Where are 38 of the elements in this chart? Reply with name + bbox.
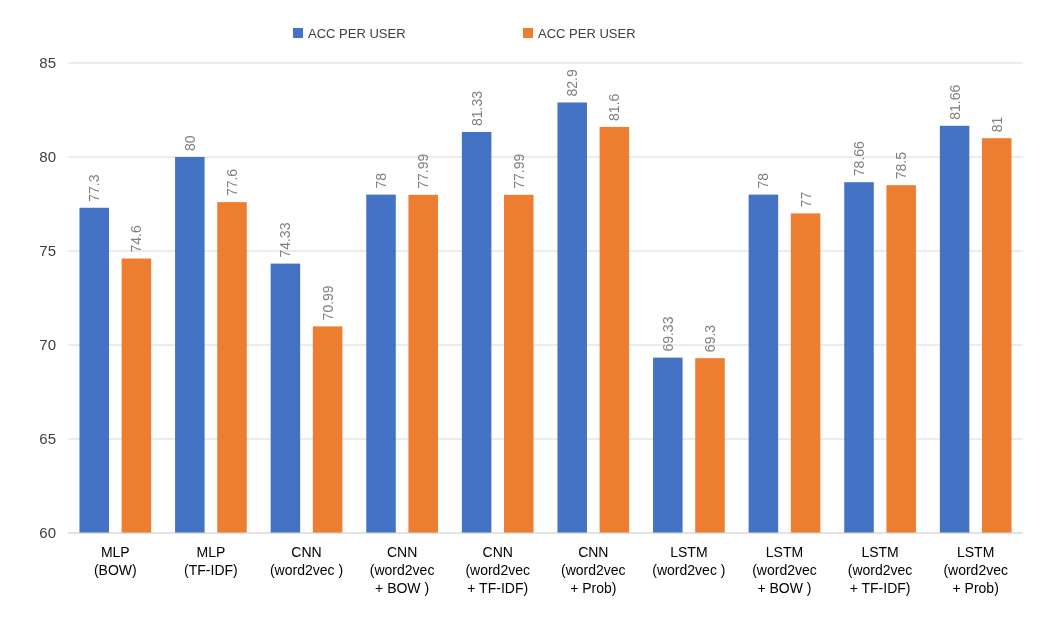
data-label: 77.3 bbox=[86, 174, 103, 202]
y-tick-label: 65 bbox=[39, 430, 56, 447]
data-label: 69.3 bbox=[701, 324, 718, 353]
x-tick-label: CNN (word2vec + BOW ) bbox=[369, 544, 435, 596]
data-label: 69.33 bbox=[659, 316, 676, 352]
x-tick-label: MLP (TF-IDF) bbox=[184, 544, 238, 578]
legend-label: ACC PER USER bbox=[308, 26, 406, 41]
x-tick-label: LSTM (word2vec + BOW ) bbox=[752, 544, 817, 596]
data-label: 82.9 bbox=[564, 69, 581, 97]
x-tick-label: CNN (word2vec + TF-IDF) bbox=[465, 544, 530, 596]
data-label: 77.99 bbox=[510, 153, 527, 189]
data-label: 78.5 bbox=[893, 151, 910, 180]
y-tick-label: 60 bbox=[39, 524, 56, 541]
x-tick-label: LSTM (word2vec ) bbox=[652, 544, 726, 578]
x-tick-label: CNN (word2vec + Prob) bbox=[561, 544, 626, 596]
legend-label: ACC PER USER bbox=[538, 26, 636, 41]
x-tick-label: LSTM (word2vec + Prob) bbox=[943, 544, 1008, 596]
y-tick-label: 80 bbox=[39, 148, 56, 165]
x-tick-label: CNN (word2vec ) bbox=[269, 544, 344, 578]
data-label: 77 bbox=[797, 191, 814, 208]
x-tick-label: LSTM (word2vec + TF-IDF) bbox=[847, 544, 913, 596]
data-label: 77.99 bbox=[415, 153, 432, 189]
data-label: 74.33 bbox=[277, 222, 294, 258]
data-label: 78 bbox=[373, 172, 390, 189]
y-tick-label: 85 bbox=[39, 54, 56, 71]
y-tick-label: 75 bbox=[39, 242, 56, 259]
data-label: 81.66 bbox=[946, 84, 963, 120]
data-label: 77.6 bbox=[224, 168, 240, 197]
data-label: 70.99 bbox=[319, 285, 336, 321]
data-label: 81.6 bbox=[606, 93, 623, 121]
data-label: 78 bbox=[755, 172, 772, 189]
x-tick-label: MLP (BOW) bbox=[93, 544, 137, 578]
data-label: 78.66 bbox=[851, 140, 867, 177]
data-label: 81 bbox=[988, 116, 1005, 133]
y-tick-label: 70 bbox=[39, 336, 56, 353]
data-label: 81.33 bbox=[468, 90, 485, 126]
data-label: 80 bbox=[181, 135, 198, 151]
data-label: 74.6 bbox=[128, 225, 145, 253]
